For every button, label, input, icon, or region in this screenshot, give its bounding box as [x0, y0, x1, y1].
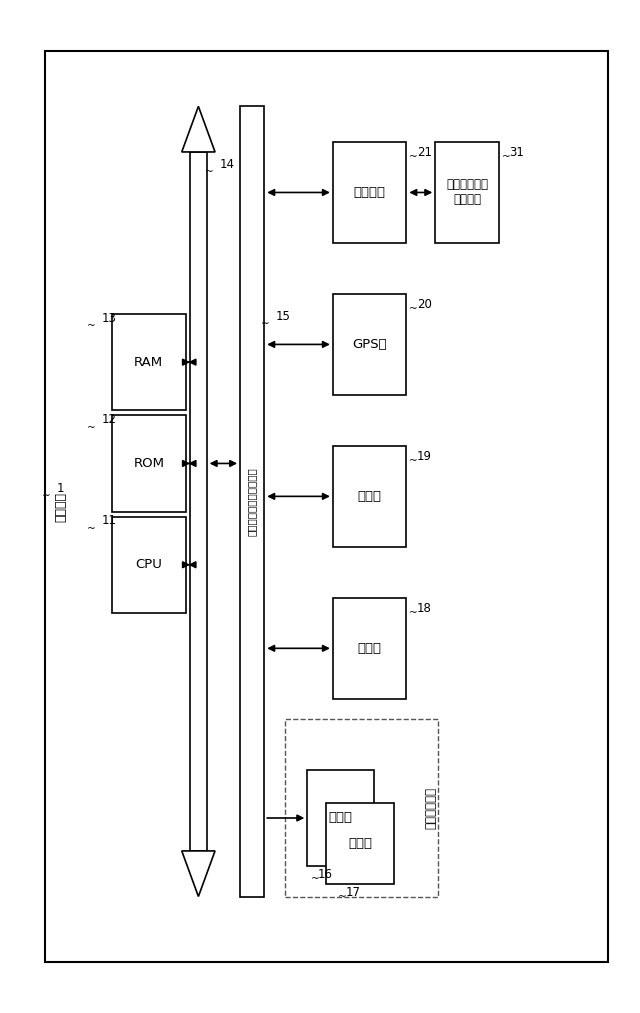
- Text: 15: 15: [275, 310, 290, 322]
- Bar: [435, 142, 499, 243]
- Text: ~: ~: [87, 422, 96, 433]
- Text: ドライブ: ドライブ: [354, 186, 385, 199]
- Text: ~: ~: [42, 491, 51, 501]
- Text: ~: ~: [310, 874, 319, 884]
- Text: ~: ~: [338, 892, 347, 903]
- Text: 19: 19: [417, 450, 431, 463]
- Bar: [45, 51, 608, 962]
- Text: CPU: CPU: [136, 558, 162, 571]
- Text: 12: 12: [102, 413, 116, 425]
- Polygon shape: [182, 106, 215, 152]
- Bar: [333, 598, 406, 699]
- Text: RAM: RAM: [134, 356, 163, 369]
- Text: ROM: ROM: [133, 457, 164, 470]
- Text: ~: ~: [87, 524, 96, 534]
- Bar: [112, 314, 186, 410]
- Text: ~: ~: [409, 456, 418, 466]
- Text: ~: ~: [87, 321, 96, 331]
- Text: 1: 1: [56, 482, 64, 494]
- Text: タッチパネル: タッチパネル: [424, 787, 437, 829]
- Bar: [112, 517, 186, 613]
- Text: 31: 31: [509, 146, 524, 159]
- Text: ~: ~: [409, 608, 418, 618]
- Text: ~: ~: [502, 152, 511, 162]
- Bar: [285, 719, 438, 897]
- Bar: [240, 106, 264, 897]
- Bar: [190, 152, 207, 851]
- Text: 車載端末: 車載端末: [54, 491, 67, 522]
- Bar: [333, 446, 406, 547]
- Text: 入力部: 入力部: [329, 811, 353, 825]
- Text: ~: ~: [260, 319, 269, 329]
- Text: 20: 20: [417, 298, 431, 311]
- Text: ~: ~: [409, 304, 418, 314]
- Text: 18: 18: [417, 602, 431, 615]
- Bar: [112, 415, 186, 512]
- Text: 通信部: 通信部: [358, 490, 381, 502]
- Bar: [333, 142, 406, 243]
- Bar: [333, 294, 406, 395]
- Text: 16: 16: [318, 868, 333, 881]
- Bar: [326, 803, 394, 884]
- Text: 21: 21: [417, 146, 431, 159]
- Polygon shape: [182, 851, 215, 897]
- Text: 記憶部: 記憶部: [358, 642, 381, 654]
- Text: リムーバブル
メディア: リムーバブル メディア: [446, 178, 488, 207]
- Bar: [307, 770, 374, 866]
- Text: 17: 17: [346, 886, 360, 900]
- Text: 入出力インターフェース: 入出力インターフェース: [247, 467, 257, 536]
- Text: ~: ~: [409, 152, 418, 162]
- Text: 表示部: 表示部: [348, 838, 372, 850]
- Text: 11: 11: [102, 515, 116, 527]
- Text: GPS部: GPS部: [352, 338, 387, 350]
- Text: 13: 13: [102, 312, 116, 324]
- Text: 14: 14: [220, 158, 234, 170]
- Text: ~: ~: [205, 167, 214, 177]
